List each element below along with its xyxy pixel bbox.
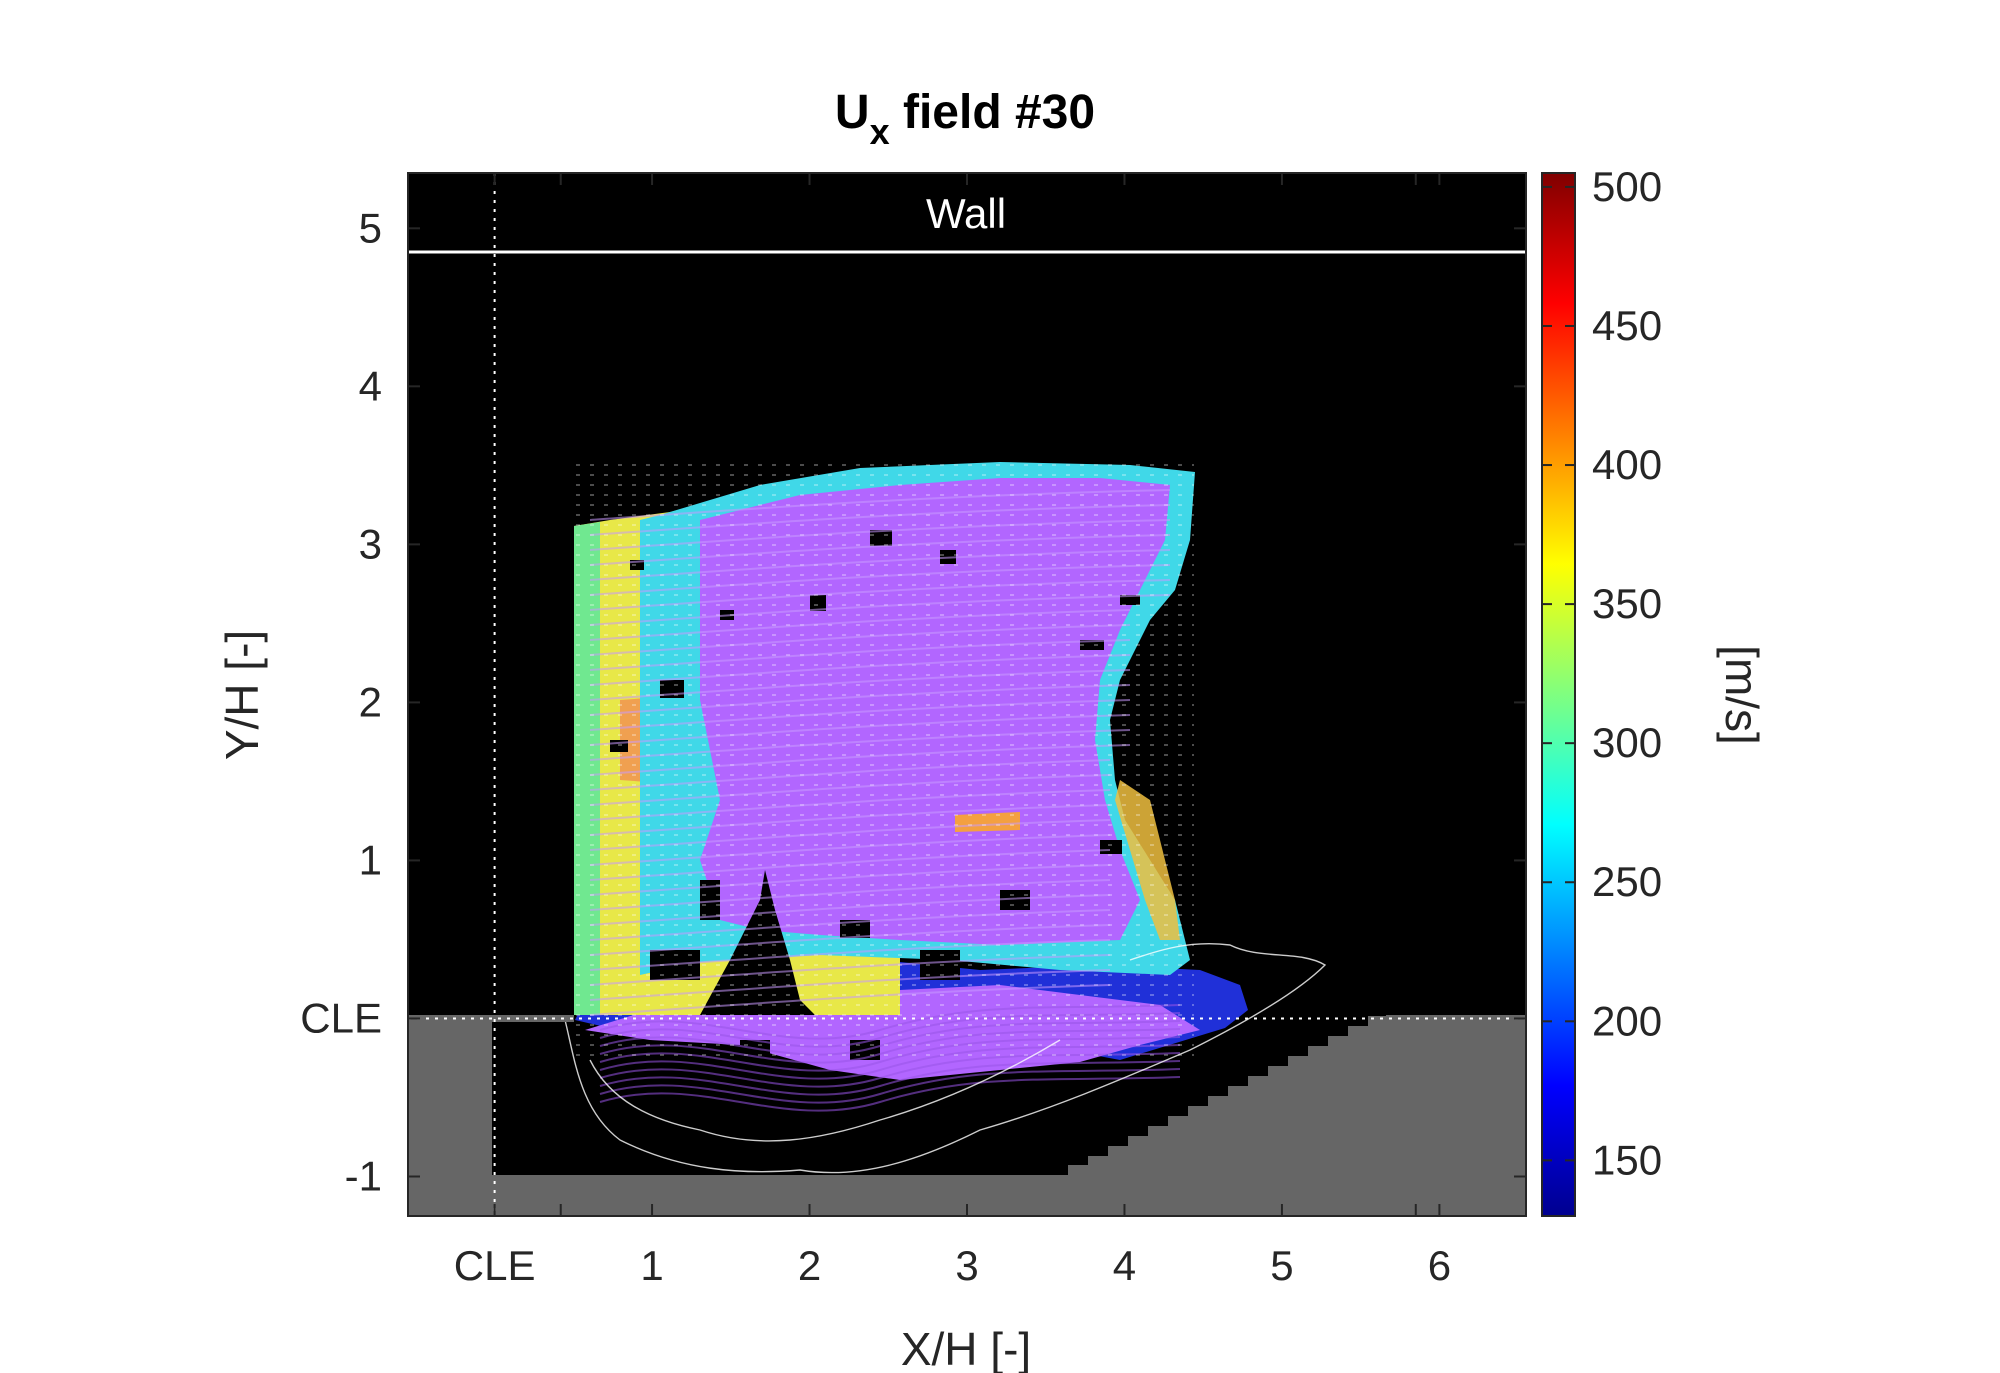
- y-tick-label: 2: [359, 678, 382, 725]
- plot-area: Wall: [408, 173, 1526, 1216]
- x-axis-title: X/H [-]: [901, 1323, 1031, 1373]
- velocity-field: [564, 462, 1327, 1174]
- colorbar-bar: [1541, 172, 1576, 1217]
- wall-label: Wall: [926, 190, 1006, 237]
- y-tick-label: 1: [359, 836, 382, 883]
- x-tick-label: 4: [1113, 1242, 1136, 1289]
- y-axis-ticks: -1 CLE 1 2 3 4 5: [300, 204, 1526, 1199]
- y-tick-label: CLE: [300, 994, 382, 1041]
- title-main: U: [835, 86, 870, 139]
- colorbar: 150 200 250 300 350 400 450 500 [m/s]: [1541, 163, 1768, 1217]
- y-axis-title: Y/H [-]: [216, 630, 268, 760]
- recirculation-streamline: [599, 1068, 1181, 1104]
- x-tick-label: 6: [1428, 1242, 1451, 1289]
- x-tick-label: 3: [955, 1242, 978, 1289]
- colorbar-tick-label: 400: [1592, 441, 1662, 488]
- shear-layer-contours: [564, 942, 1327, 1174]
- y-tick-label: -1: [345, 1152, 382, 1199]
- x-axis-ticks: CLE 1 2 3 4 5 6: [454, 173, 1451, 1289]
- x-tick-label: CLE: [454, 1242, 536, 1289]
- y-tick-label: 4: [359, 362, 382, 409]
- colorbar-label: [m/s]: [1716, 645, 1768, 745]
- colorbar-tick-label: 300: [1592, 719, 1662, 766]
- recirculation-streamline: [599, 1060, 1181, 1096]
- solid-geometry-region: [408, 1015, 1526, 1216]
- recirculation-streamline: [599, 1076, 1181, 1112]
- x-tick-label: 5: [1270, 1242, 1293, 1289]
- chart-title: Ux field #30: [835, 86, 1095, 152]
- x-tick-label: 1: [640, 1242, 663, 1289]
- title-subscript: x: [870, 111, 890, 152]
- colorbar-ticks: 150 200 250 300 350 400 450 500: [1542, 163, 1662, 1183]
- title-suffix: field #30: [890, 86, 1095, 139]
- colorbar-tick-label: 500: [1592, 163, 1662, 210]
- y-tick-label: 5: [359, 204, 382, 251]
- colorbar-tick-label: 200: [1592, 997, 1662, 1044]
- colorbar-tick-label: 150: [1592, 1136, 1662, 1183]
- x-tick-label: 2: [798, 1242, 821, 1289]
- colorbar-tick-label: 250: [1592, 858, 1662, 905]
- colorbar-tick-label: 450: [1592, 302, 1662, 349]
- y-tick-label: 3: [359, 520, 382, 567]
- colorbar-tick-label: 350: [1592, 580, 1662, 627]
- vector-dot-overlay: [574, 462, 1194, 1062]
